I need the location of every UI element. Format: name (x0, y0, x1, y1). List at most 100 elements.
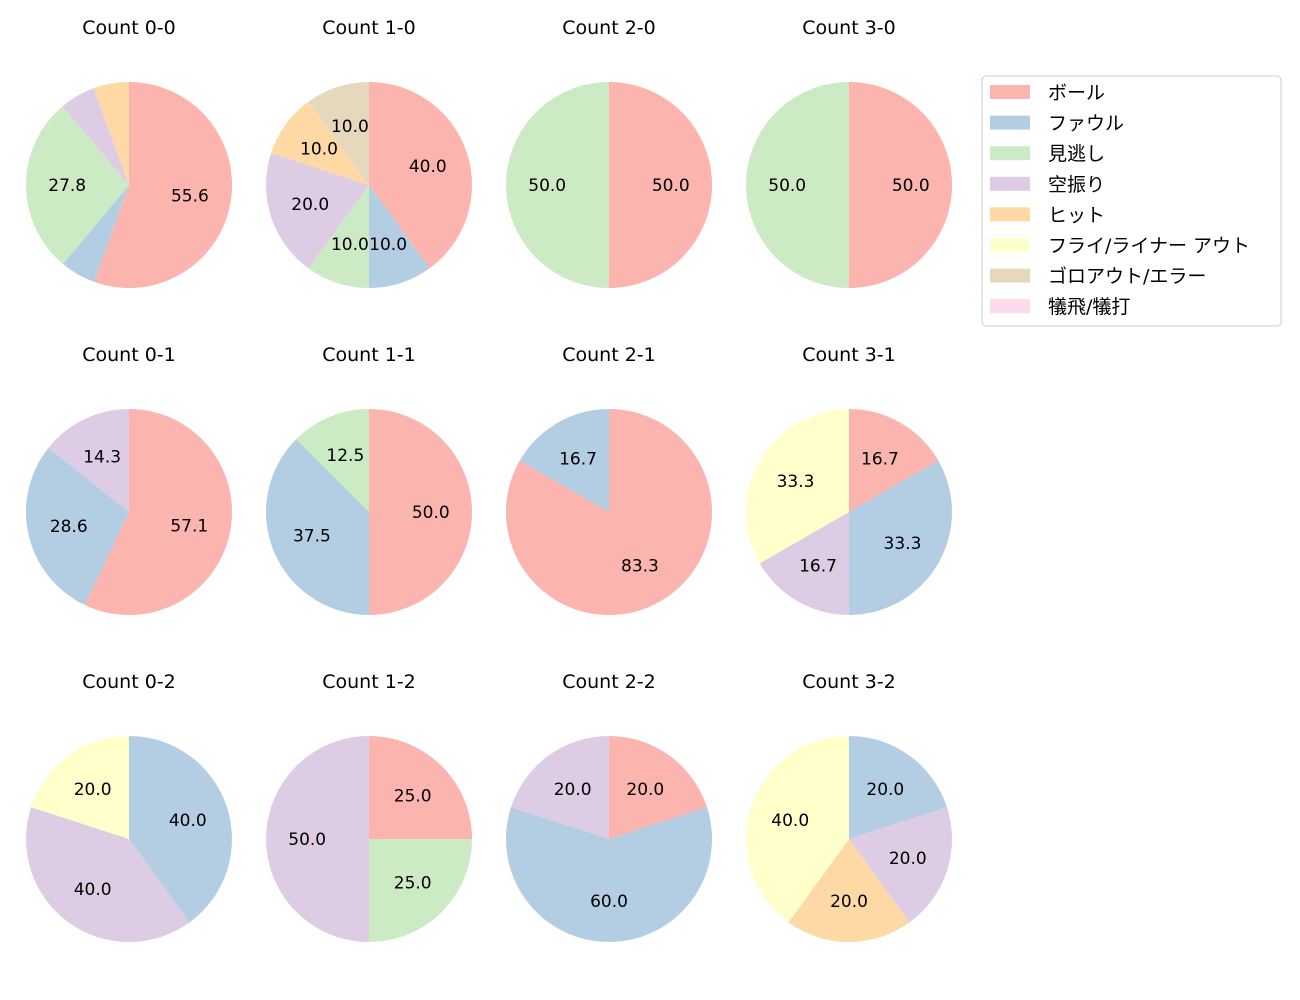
pie-slice-0 (84, 409, 232, 615)
pie-slice-3 (266, 153, 369, 269)
slice-label: 16.7 (799, 556, 837, 576)
pie-slice-2 (506, 82, 609, 288)
pie-title: Count 1-2 (322, 671, 416, 693)
pie-title: Count 2-2 (562, 671, 656, 693)
slice-label: 10.0 (369, 235, 407, 255)
pie-slice-0 (609, 82, 712, 288)
legend-swatch (990, 268, 1030, 283)
slice-label: 25.0 (394, 874, 432, 894)
pie-count-2-0: Count 2-0 50.0 50.0 (506, 17, 712, 288)
pie-slice-4 (93, 82, 129, 185)
slice-label: 50.0 (892, 176, 930, 196)
slice-label: 33.3 (884, 534, 922, 554)
pie-slice-0 (94, 82, 233, 289)
slice-label: 60.0 (590, 892, 628, 912)
pie-count-1-2: Count 1-2 25.0 25.0 50.0 (266, 671, 472, 942)
pie-slice-0 (506, 409, 712, 616)
pie-slice-1 (369, 185, 430, 288)
legend-label: 空振り (1048, 174, 1105, 196)
pie-slice-0 (369, 736, 472, 839)
pie-title: Count 2-0 (562, 17, 656, 39)
pie-title: Count 3-2 (802, 671, 896, 693)
pie-count-2-2: Count 2-2 20.0 60.0 20.0 (505, 671, 712, 943)
pie-slice-3 (62, 88, 129, 185)
pie-slice-1 (849, 736, 947, 839)
pie-count-3-0: Count 3-0 50.0 50.0 (746, 17, 952, 288)
pie-slice-1 (129, 736, 232, 923)
slice-label: 55.6 (171, 187, 209, 207)
legend-label: ゴロアウト/エラー (1048, 266, 1206, 288)
slice-label: 57.1 (170, 517, 208, 537)
slice-label: 27.8 (48, 176, 86, 196)
pie-slice-2 (308, 185, 369, 288)
pie-slice-2 (746, 82, 849, 288)
slice-label: 20.0 (626, 780, 664, 800)
slice-label: 20.0 (866, 780, 904, 800)
slice-label: 50.0 (412, 503, 450, 523)
slice-label: 10.0 (331, 117, 369, 137)
pie-slice-3 (48, 409, 130, 512)
pie-count-0-0: Count 0-0 55.6 27.8 (25, 17, 233, 289)
legend-swatch (990, 238, 1030, 252)
slice-label: 50.0 (652, 176, 690, 196)
pie-title: Count 0-0 (82, 17, 176, 39)
legend-swatch (990, 146, 1030, 161)
slice-label: 50.0 (768, 176, 806, 196)
pie-slice-2 (369, 839, 472, 942)
pie-slice-0 (609, 736, 707, 839)
pie-title: Count 3-1 (802, 344, 896, 366)
pie-slice-1 (25, 447, 129, 605)
pie-slice-3 (26, 807, 190, 942)
pie-slice-5 (745, 409, 849, 564)
legend-swatch (990, 176, 1030, 191)
slice-label: 10.0 (300, 140, 338, 160)
legend-swatch (990, 207, 1030, 222)
slice-label: 40.0 (74, 880, 112, 900)
legend-swatch (990, 115, 1030, 130)
legend-label: 犠飛/犠打 (1048, 296, 1130, 318)
legend-swatch (990, 85, 1030, 99)
slice-label: 16.7 (559, 450, 597, 470)
pie-slice-1 (266, 439, 369, 615)
pie-slice-0 (369, 82, 472, 269)
legend-label: 見逃し (1048, 143, 1105, 165)
pie-count-1-1: Count 1-1 50.0 37.5 12.5 (266, 344, 472, 615)
pie-slice-2 (25, 106, 130, 265)
slice-label: 12.5 (326, 446, 364, 466)
pie-count-1-0: Count 1-040.010.010.020.010.010.0 (266, 17, 472, 288)
pie-slice-6 (308, 82, 369, 185)
slice-label: 50.0 (528, 176, 566, 196)
slice-label: 37.5 (293, 527, 331, 547)
pie-slice-3 (266, 736, 369, 942)
legend-swatch (990, 299, 1030, 314)
slice-label: 20.0 (889, 849, 927, 869)
pie-title: Count 0-1 (82, 344, 176, 366)
legend-label: フライ/ライナー アウト (1048, 235, 1250, 257)
pie-count-3-2: Count 3-2 20.0 20.0 20.0 40.0 (746, 671, 952, 942)
slice-label: 25.0 (394, 786, 432, 806)
pie-slice-2 (296, 409, 369, 512)
pie-slice-1 (505, 807, 712, 943)
pie-slice-3 (849, 807, 952, 923)
legend-label: ファウル (1048, 113, 1124, 135)
pie-slice-5 (746, 736, 849, 923)
pie-slice-0 (849, 82, 952, 288)
pie-count-0-1: Count 0-1 57.1 28.6 14.3 (25, 344, 232, 615)
slice-label: 28.6 (50, 517, 88, 537)
slice-label: 83.3 (621, 556, 659, 576)
legend-label: ヒット (1048, 204, 1105, 226)
pie-slice-0 (849, 409, 939, 512)
pie-count-0-2: Count 0-2 40.0 40.0 20.0 (26, 671, 232, 942)
pie-slice-3 (759, 512, 849, 615)
pie-title: Count 1-0 (322, 17, 416, 39)
slice-label: 10.0 (331, 235, 369, 255)
slice-label: 40.0 (771, 811, 809, 831)
slice-label: 20.0 (291, 195, 329, 215)
pie-title: Count 3-0 (802, 17, 896, 39)
pie-slice-1 (849, 460, 953, 615)
pie-count-2-1: Count 2-1 83.3 16.7 (506, 344, 712, 616)
pie-slice-0 (369, 409, 472, 615)
pie-slice-4 (271, 101, 369, 185)
slice-label: 20.0 (74, 780, 112, 800)
